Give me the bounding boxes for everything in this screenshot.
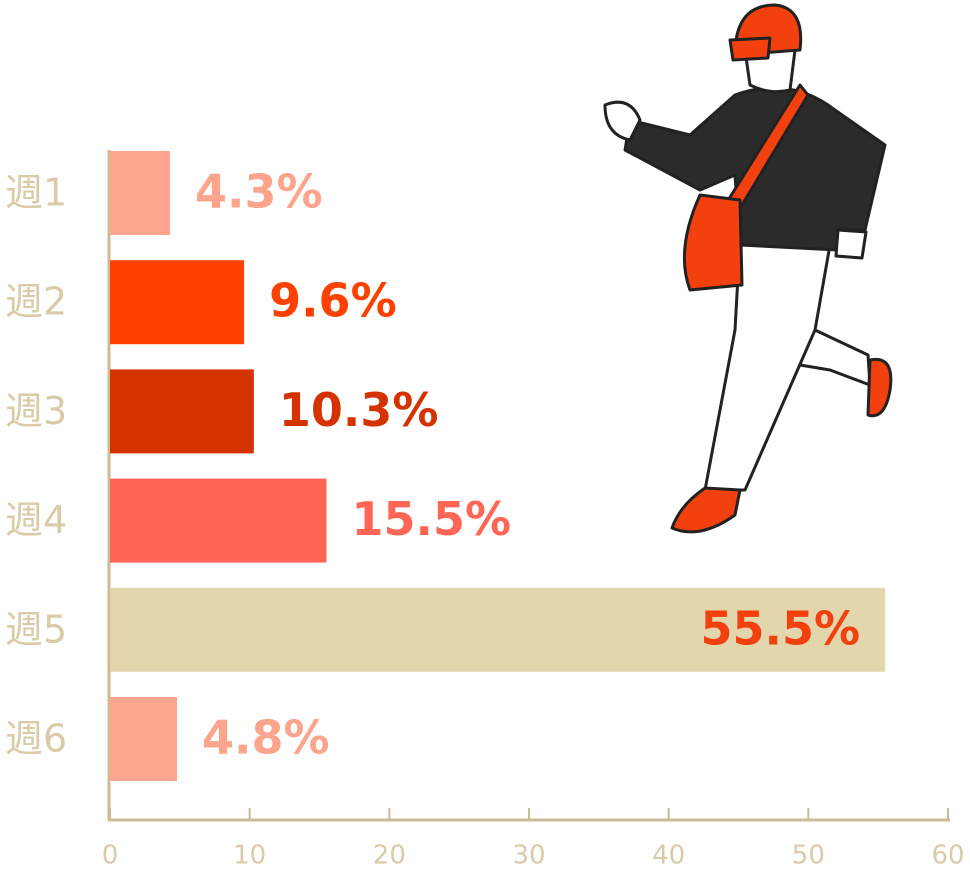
value-label: 4.8% (202, 711, 330, 765)
y-tick-label: 週1 (5, 171, 67, 215)
value-label: 55.5% (701, 601, 861, 655)
x-tick-label: 20 (373, 841, 406, 870)
bar (110, 587, 886, 672)
x-tick-label: 60 (931, 841, 964, 870)
bar (110, 478, 327, 563)
x-tick-label: 0 (102, 841, 119, 870)
bar (110, 697, 178, 781)
bar (110, 260, 245, 345)
x-tick-label: 10 (233, 841, 266, 870)
x-tick-label: 50 (792, 841, 825, 870)
value-label: 10.3% (279, 383, 439, 437)
x-tick-label: 30 (512, 841, 545, 870)
bar (110, 151, 171, 235)
y-tick-label: 週5 (5, 607, 67, 651)
value-label: 4.3% (195, 165, 323, 219)
x-tick-label: 40 (652, 841, 685, 870)
illustration (603, 3, 893, 534)
value-label: 15.5% (351, 492, 511, 546)
y-tick-label: 週3 (5, 389, 67, 433)
value-label: 9.6% (269, 274, 397, 328)
bar (110, 369, 254, 454)
y-tick-label: 週6 (5, 717, 67, 761)
y-tick-label: 週4 (5, 498, 67, 542)
y-tick-label: 週2 (5, 280, 67, 324)
